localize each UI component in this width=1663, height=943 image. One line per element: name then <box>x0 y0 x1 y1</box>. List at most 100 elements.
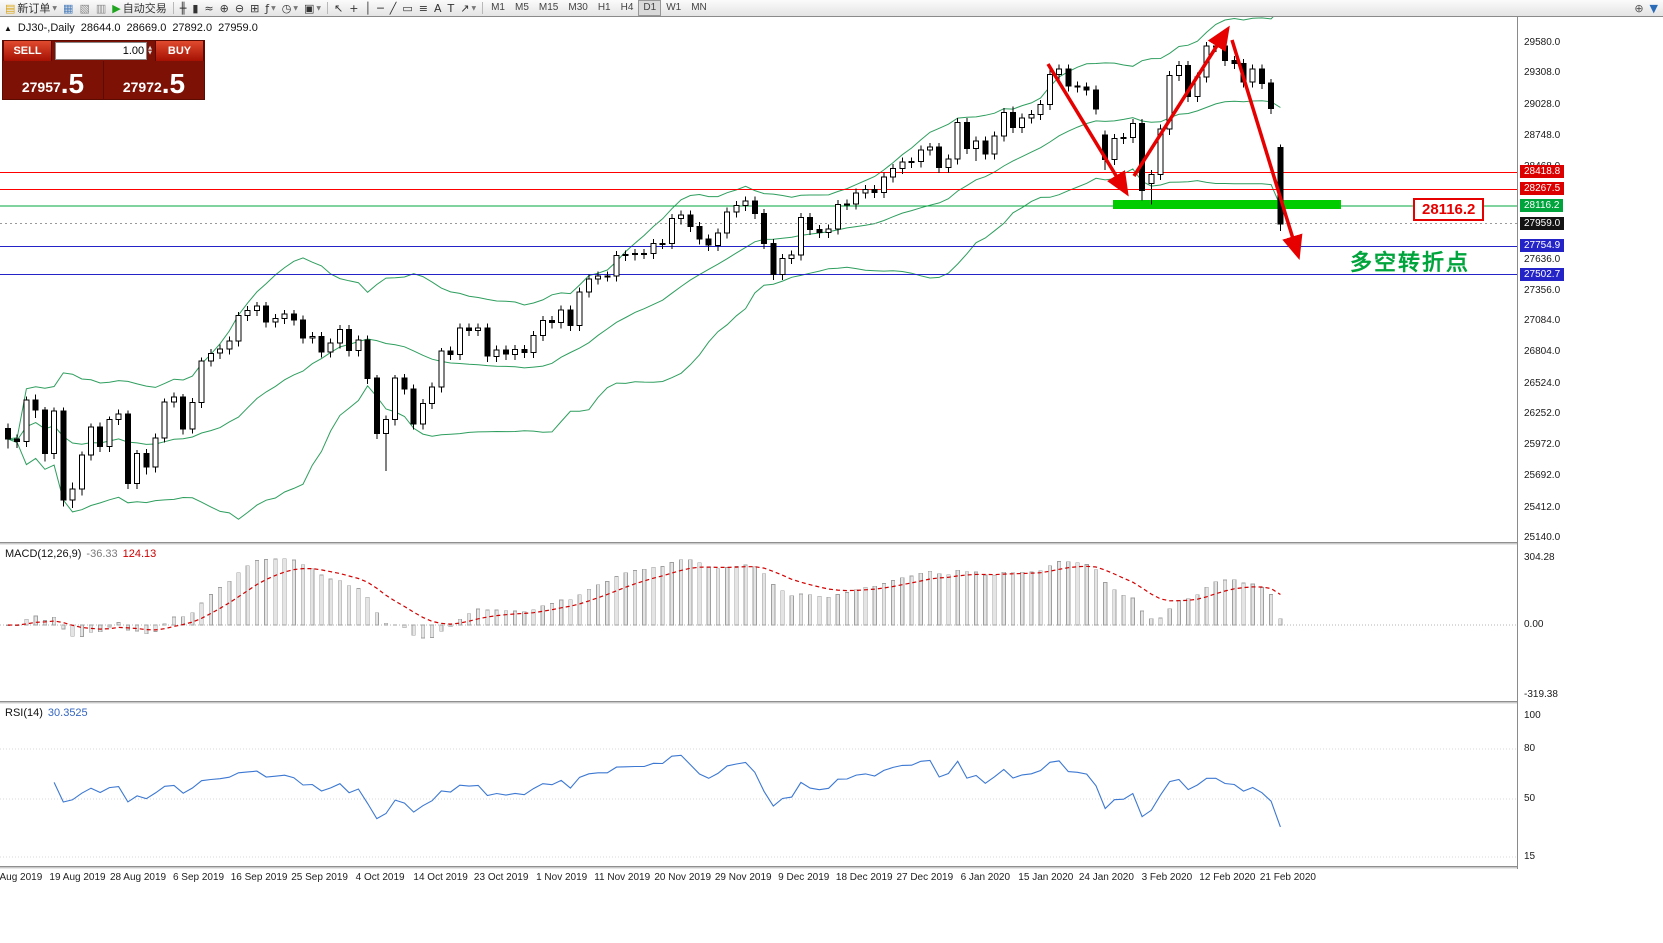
candle <box>567 309 574 326</box>
channel-icon[interactable]: ▭ <box>399 1 415 16</box>
label-icon[interactable]: T <box>445 1 458 16</box>
new-order-button[interactable]: ▤ 新订单 ▼ <box>2 1 60 16</box>
candle <box>761 213 767 244</box>
macd-scale-tick: -319.38 <box>1524 689 1558 700</box>
bar-chart-icon: ╫ <box>179 1 187 15</box>
timeframe-mn[interactable]: MN <box>691 2 707 13</box>
candle <box>392 377 399 421</box>
horizontal-line-icon[interactable]: ─ <box>374 1 387 16</box>
support-zone-rect[interactable] <box>1113 200 1341 209</box>
vertical-line-icon[interactable]: │ <box>361 1 374 16</box>
macd-pane[interactable]: MACD(12,26,9) -36.33 124.13 <box>0 545 1517 701</box>
zoom-in-icon[interactable]: ⊕ <box>217 1 232 16</box>
cursor-icon: ↖ <box>334 1 344 15</box>
trendline-icon[interactable]: ╱ <box>387 1 400 16</box>
main-chart-pane[interactable]: ▲ DJ30-,Daily 28644.0 28669.0 27892.0 27959.0… <box>0 17 1517 542</box>
candle <box>226 340 233 350</box>
main-scale-tick: 26804.0 <box>1524 346 1561 357</box>
pane-divider[interactable] <box>0 866 1663 869</box>
candle <box>5 428 11 440</box>
candle <box>1231 60 1238 64</box>
rsi-value: 30.3525 <box>47 707 88 719</box>
volume-field: ▲▼ <box>52 41 155 61</box>
macd-chart[interactable] <box>0 545 1517 701</box>
market-watch-icon[interactable]: ▦ <box>60 1 76 16</box>
stepper-up-icon[interactable]: ▲ <box>148 45 152 51</box>
stepper-down-icon[interactable]: ▼ <box>148 50 152 56</box>
rsi-chart[interactable] <box>0 704 1517 866</box>
indicators-icon[interactable]: ƒ ▼ <box>262 1 279 16</box>
candle <box>945 158 952 169</box>
candle <box>355 339 362 352</box>
main-scale-tick: 26252.0 <box>1524 408 1561 419</box>
buy-button[interactable]: BUY <box>155 41 204 61</box>
sell-price[interactable]: 27957.5 <box>3 61 104 99</box>
one-click-trading-widget: SELL ▲▼ BUY 27957.5 27972.5 <box>2 40 205 100</box>
arrows-icon[interactable]: ↗ ▼ <box>457 1 479 16</box>
turning-point-annotation[interactable]: 多空转折点 <box>1350 250 1471 275</box>
trend-arrow[interactable] <box>1230 39 1303 261</box>
navigator-icon[interactable]: ▧ <box>76 1 92 16</box>
candle <box>678 214 685 220</box>
zoom-out-icon[interactable]: ⊖ <box>232 1 247 16</box>
date-label: 15 Jan 2020 <box>1018 872 1074 883</box>
candlestick-chart-icon[interactable]: ▮ <box>189 1 201 16</box>
text-icon[interactable]: A <box>431 1 445 16</box>
candle <box>779 257 786 276</box>
candle <box>217 348 224 354</box>
candle <box>1093 89 1099 110</box>
date-label: 12 Feb 2020 <box>1199 872 1256 883</box>
candlestick-chart[interactable] <box>0 17 1517 542</box>
more-tools-icon[interactable]: ▼ <box>1647 1 1661 16</box>
pane-divider[interactable] <box>0 701 1663 704</box>
bollinger-middle-band <box>7 100 1281 445</box>
periods-icon[interactable]: ◷ ▼ <box>279 1 301 16</box>
date-label: 24 Jan 2020 <box>1078 872 1134 883</box>
quote-low: 27892.0 <box>172 22 213 34</box>
pane-divider[interactable] <box>0 542 1663 545</box>
candle <box>825 228 832 233</box>
bar-chart-icon[interactable]: ╫ <box>177 1 190 16</box>
macd-signal-line <box>7 565 1281 631</box>
channel-icon: ▭ <box>402 1 413 15</box>
candle <box>300 319 306 339</box>
candle <box>770 242 777 276</box>
line-chart-icon[interactable]: ≈ <box>201 1 216 16</box>
find-symbol-icon[interactable]: ⊕ <box>1631 1 1646 16</box>
autotrading-button[interactable]: ▶ 自动交易 <box>109 1 169 16</box>
timeframe-m1[interactable]: M1 <box>491 2 505 13</box>
candle <box>244 309 251 316</box>
volume-input[interactable] <box>55 42 148 60</box>
buy-price[interactable]: 27972.5 <box>122 67 186 99</box>
price-callout-box[interactable]: 28116.2 <box>1413 198 1485 221</box>
rsi-pane[interactable]: RSI(14) 30.3525 <box>0 704 1517 866</box>
candle <box>816 228 823 233</box>
timeframe-h1[interactable]: H1 <box>597 2 611 13</box>
fibonacci-icon[interactable]: ≡ <box>416 1 431 16</box>
candle <box>991 135 998 155</box>
volume-stepper[interactable]: ▲ ▼ <box>148 46 152 56</box>
timeframe-m5[interactable]: M5 <box>515 2 529 13</box>
date-label: 27 Dec 2019 <box>896 872 954 883</box>
bollinger-lower-band <box>7 168 1281 520</box>
trend-arrow[interactable] <box>1132 25 1230 177</box>
vertical-line-icon: │ <box>364 1 372 15</box>
timeframe-h4[interactable]: H4 <box>620 2 634 13</box>
price-scale[interactable]: 29580.029308.029028.028748.028468.027636… <box>1517 17 1663 869</box>
timeframe-m15[interactable]: M15 <box>538 2 559 13</box>
tile-windows-icon[interactable]: ⊞ <box>247 1 262 16</box>
cursor-icon[interactable]: ↖ <box>331 1 346 16</box>
sell-button[interactable]: SELL <box>3 41 52 61</box>
timeframe-d1[interactable]: D1 <box>638 0 662 16</box>
templates-icon[interactable]: ▣ ▼ <box>301 1 324 16</box>
new-order-button: ▤ <box>5 1 16 15</box>
terminal-icon[interactable]: ▥ <box>93 1 109 16</box>
date-label: 29 Nov 2019 <box>714 872 772 883</box>
crosshair-icon[interactable]: + <box>346 1 361 16</box>
zoom-in-icon: ⊕ <box>219 1 229 15</box>
candle <box>373 377 380 434</box>
timeframe-w1[interactable]: W1 <box>666 2 682 13</box>
timeframe-m30[interactable]: M30 <box>568 2 588 13</box>
trend-arrow[interactable] <box>1046 63 1129 197</box>
